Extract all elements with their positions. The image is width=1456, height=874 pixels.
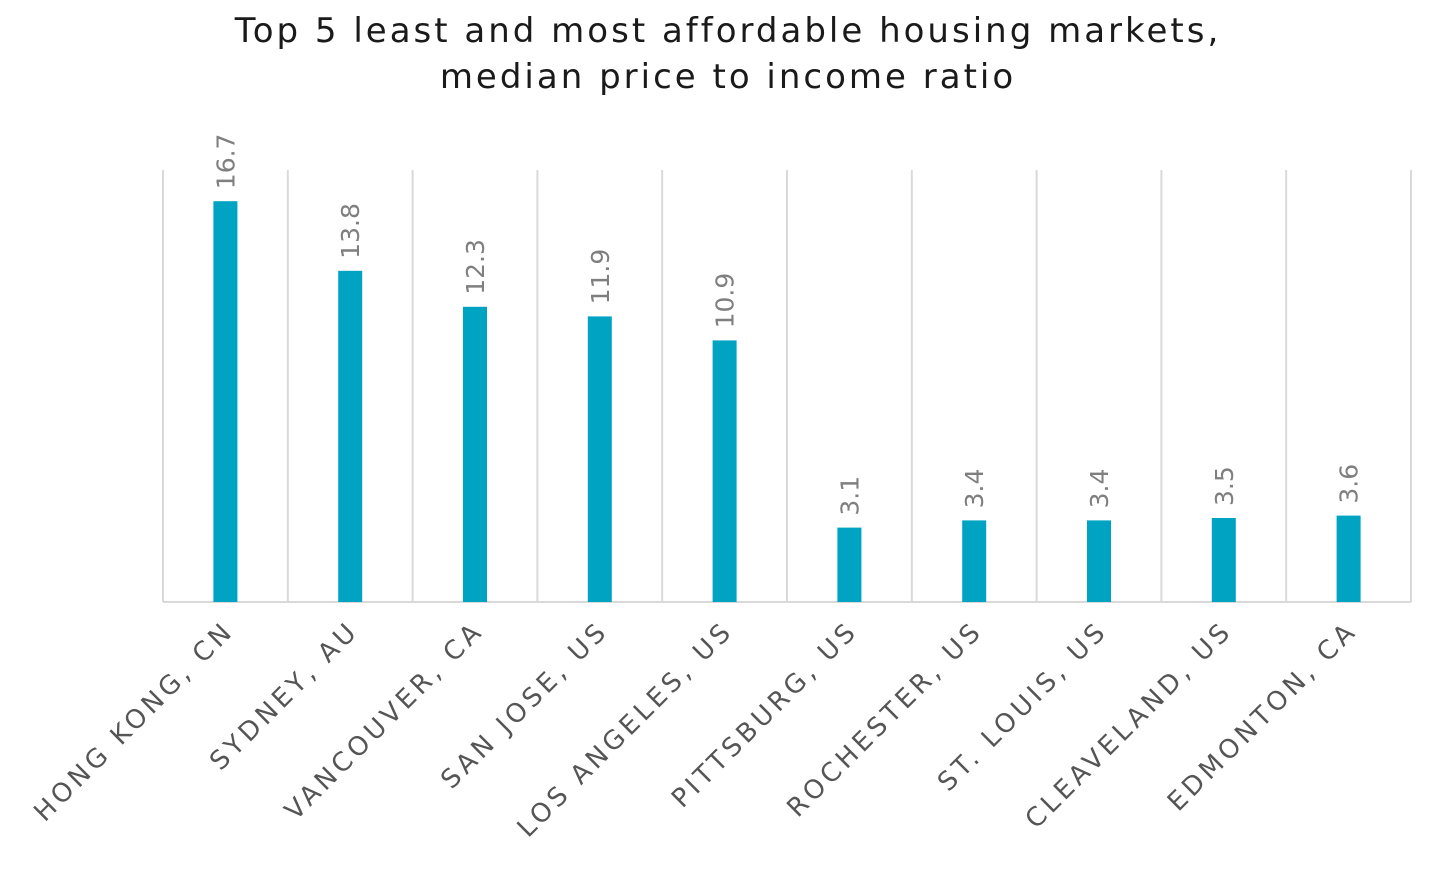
bar — [213, 201, 238, 602]
data-label: 10.9 — [711, 273, 740, 329]
chart-title: Top 5 least and most affordable housing … — [0, 8, 1456, 100]
bar — [1211, 518, 1236, 602]
bar — [962, 520, 987, 602]
bars — [213, 201, 1361, 602]
bar — [338, 270, 363, 602]
tick-label: LOS ANGELES, US — [512, 616, 740, 844]
bar — [587, 316, 612, 602]
bar — [712, 340, 737, 602]
data-label: 13.8 — [336, 203, 365, 259]
value-labels: 16.7 13.8 12.3 11.9 10.9 3.1 3.4 3.4 3.5 3.6 — [211, 134, 1363, 516]
data-label: 16.7 — [211, 134, 240, 190]
bar — [463, 306, 487, 602]
chart-title-line-1: Top 5 least and most affordable housing … — [234, 11, 1222, 51]
bar — [1336, 515, 1361, 602]
data-label: 3.5 — [1210, 466, 1239, 506]
tick-label: HONG KONG, CN — [28, 616, 240, 828]
data-label: 3.6 — [1335, 464, 1364, 504]
bar — [837, 527, 862, 602]
chart-title-line-2: median price to income ratio — [439, 57, 1017, 97]
data-label: 3.4 — [960, 469, 989, 509]
tick-label: CLEAVELAND, US — [1020, 616, 1239, 835]
data-label: 3.4 — [1085, 469, 1114, 509]
data-label: 12.3 — [461, 239, 490, 295]
data-label: 3.1 — [835, 476, 864, 516]
bar — [1087, 520, 1111, 602]
data-label: 11.9 — [586, 249, 615, 305]
gridlines — [162, 170, 1412, 603]
